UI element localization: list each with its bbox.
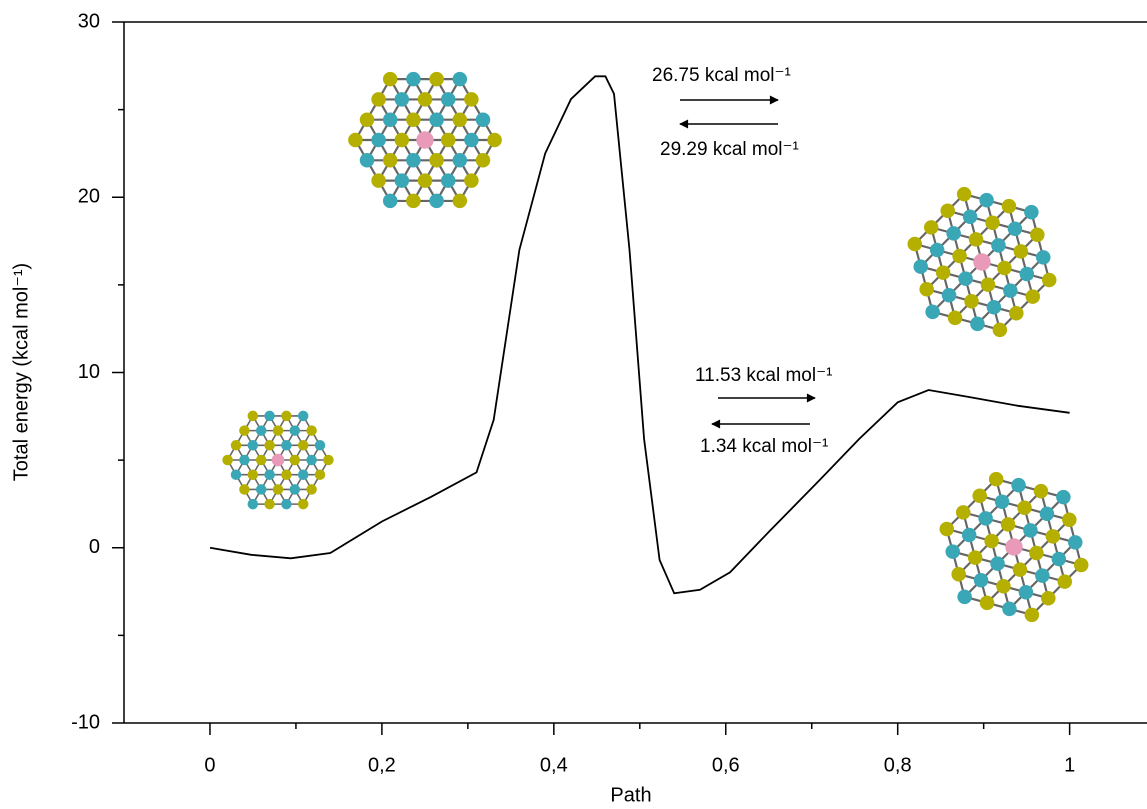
atom	[248, 469, 258, 480]
atom	[290, 484, 301, 495]
atom	[416, 131, 433, 148]
atom	[487, 133, 502, 148]
atom	[272, 454, 285, 467]
molecule	[222, 411, 333, 510]
x-tick-label: 1	[1064, 754, 1075, 776]
atom	[248, 411, 258, 422]
atom	[395, 133, 410, 148]
atom	[281, 440, 292, 451]
line	[210, 76, 1070, 593]
atom	[429, 153, 444, 168]
atom	[383, 153, 398, 168]
atom	[406, 153, 421, 168]
annotation: 29.29 kcal mol⁻¹	[660, 139, 799, 160]
molecule	[348, 72, 502, 208]
atom	[406, 72, 421, 87]
atom	[273, 484, 284, 495]
y-tick-label: 30	[78, 10, 100, 32]
atom	[348, 133, 363, 148]
y-tick-label: 0	[89, 536, 100, 558]
atom	[264, 499, 275, 510]
atom	[418, 173, 433, 188]
atom	[315, 469, 326, 480]
x-tick-label: 0,6	[712, 754, 740, 776]
atom	[231, 440, 242, 451]
atom	[453, 153, 468, 168]
annotation: 1.34 kcal mol⁻¹	[700, 436, 828, 457]
y-tick-label: -10	[71, 711, 100, 733]
atom	[306, 425, 317, 436]
atom	[306, 484, 317, 495]
atom	[464, 92, 479, 107]
y-tick-label: 20	[78, 186, 100, 208]
atom	[429, 72, 444, 87]
atom	[323, 455, 334, 466]
atom	[239, 425, 249, 436]
atom	[315, 440, 326, 451]
atom	[248, 499, 258, 510]
atom	[360, 153, 375, 168]
atom	[248, 440, 258, 451]
atom	[264, 411, 275, 422]
atom	[264, 469, 275, 480]
x-tick-label: 0	[204, 754, 215, 776]
atom	[298, 499, 309, 510]
atom	[239, 484, 249, 495]
annotation: 11.53 kcal mol⁻¹	[695, 365, 832, 386]
atom	[453, 112, 468, 127]
atom	[453, 72, 468, 87]
atom	[429, 112, 444, 127]
x-tick-label: 0,2	[368, 754, 396, 776]
atom	[231, 469, 242, 480]
atom	[281, 469, 292, 480]
atom	[290, 455, 301, 466]
atom	[256, 484, 267, 495]
atom	[264, 440, 275, 451]
atom	[395, 173, 410, 188]
molecule	[890, 176, 1074, 347]
atom	[306, 455, 317, 466]
atom	[371, 133, 386, 148]
x-tick-label: 0,4	[540, 754, 568, 776]
atom	[383, 72, 398, 87]
atom	[441, 173, 456, 188]
atom	[383, 194, 398, 209]
atom	[256, 425, 267, 436]
atom	[371, 92, 386, 107]
atom	[464, 173, 479, 188]
atom	[281, 411, 292, 422]
atom	[298, 411, 309, 422]
atom	[476, 112, 491, 127]
y-tick-label: 10	[78, 361, 100, 383]
atom	[476, 153, 491, 168]
atom	[298, 469, 309, 480]
atom	[298, 440, 309, 451]
x-tick-label: 0,8	[884, 754, 912, 776]
atom	[256, 455, 267, 466]
atom	[239, 455, 249, 466]
atom	[429, 194, 444, 209]
y-axis-label: Total energy (kcal mol⁻¹)	[10, 263, 32, 481]
atom	[441, 133, 456, 148]
atom	[406, 194, 421, 209]
atom	[273, 425, 284, 436]
atom	[418, 92, 433, 107]
atom	[406, 112, 421, 127]
molecule	[922, 461, 1106, 632]
atom	[371, 173, 386, 188]
atom	[281, 499, 292, 510]
atom	[441, 92, 456, 107]
atom	[383, 112, 398, 127]
atom	[453, 194, 468, 209]
atom	[290, 425, 301, 436]
x-axis-label: Path	[610, 784, 651, 806]
atom	[464, 133, 479, 148]
chart: Path Total energy (kcal mol⁻¹) 26.75 kca…	[0, 0, 1147, 809]
atom	[395, 92, 410, 107]
annotation: 26.75 kcal mol⁻¹	[652, 65, 791, 86]
atom	[360, 112, 375, 127]
atom	[222, 455, 233, 466]
